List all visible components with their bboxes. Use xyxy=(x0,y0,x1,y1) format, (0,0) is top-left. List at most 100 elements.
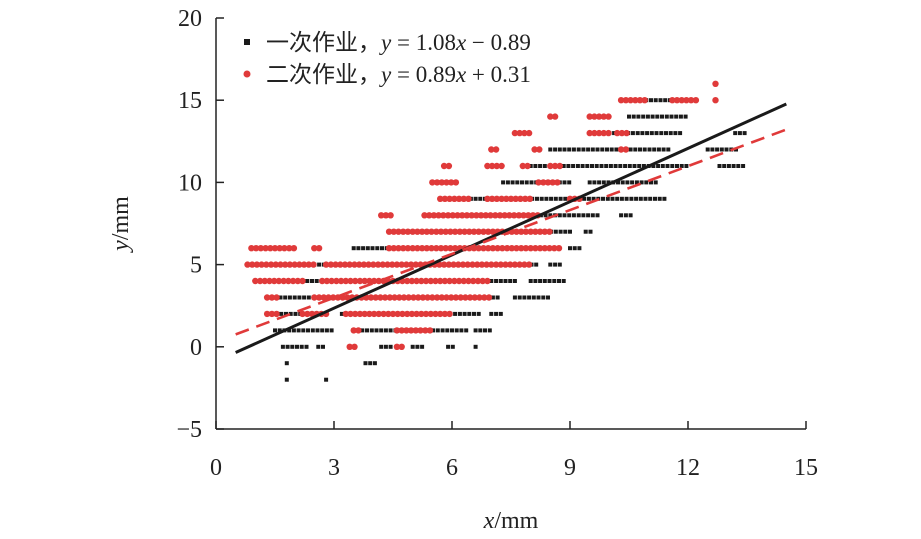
data-point xyxy=(645,114,650,119)
x-tick-label: 12 xyxy=(676,455,700,481)
data-point xyxy=(479,277,486,285)
data-point xyxy=(567,213,572,218)
data-point xyxy=(599,164,604,168)
data-point xyxy=(628,147,633,152)
data-point xyxy=(501,212,508,219)
data-point xyxy=(385,228,393,235)
data-point xyxy=(624,196,629,201)
data-point xyxy=(546,245,553,252)
data-point xyxy=(379,328,384,333)
data-point xyxy=(521,129,528,137)
data-point xyxy=(619,213,624,218)
data-point xyxy=(535,196,539,201)
y-axis-title: y/mm xyxy=(108,196,134,253)
data-point xyxy=(449,212,456,219)
data-point xyxy=(484,277,491,285)
data-point xyxy=(480,228,487,235)
data-point xyxy=(525,129,533,137)
data-point xyxy=(476,294,483,301)
data-point xyxy=(299,277,306,285)
data-point xyxy=(496,212,504,219)
data-point xyxy=(712,80,719,88)
data-point xyxy=(280,277,287,285)
data-point xyxy=(678,114,683,119)
data-point xyxy=(324,328,329,333)
data-point xyxy=(286,261,294,268)
data-point xyxy=(547,162,554,170)
data-point xyxy=(404,277,411,285)
data-point xyxy=(440,261,448,268)
data-point xyxy=(412,327,419,334)
data-point xyxy=(398,343,405,350)
data-point xyxy=(526,195,534,202)
data-point xyxy=(506,212,513,219)
data-point xyxy=(498,311,503,316)
data-point xyxy=(562,213,567,218)
x-tick-label: 15 xyxy=(794,455,818,481)
data-point xyxy=(443,179,450,186)
data-point xyxy=(386,294,394,301)
data-point xyxy=(454,212,461,219)
data-point xyxy=(440,212,447,219)
x-tick-label: 9 xyxy=(564,455,576,481)
data-point xyxy=(669,114,674,119)
data-point xyxy=(429,179,436,186)
data-point xyxy=(629,196,634,201)
data-point xyxy=(426,212,433,219)
data-point xyxy=(273,310,280,318)
data-point xyxy=(451,228,459,235)
data-point xyxy=(285,277,292,285)
data-point xyxy=(438,294,445,301)
data-point xyxy=(507,195,515,202)
data-point xyxy=(528,279,533,283)
data-point xyxy=(483,328,487,333)
data-point xyxy=(498,195,505,202)
data-point xyxy=(499,245,506,252)
data-point xyxy=(742,131,747,136)
data-point xyxy=(466,294,474,301)
data-point xyxy=(452,179,460,186)
data-point xyxy=(356,310,364,318)
data-point xyxy=(546,228,553,235)
data-point xyxy=(432,310,439,318)
data-point xyxy=(328,277,335,285)
data-point xyxy=(451,195,458,202)
data-point xyxy=(263,261,270,268)
data-point xyxy=(365,328,369,333)
data-point xyxy=(513,245,520,252)
data-point xyxy=(660,164,665,168)
data-point xyxy=(643,196,648,201)
data-point xyxy=(557,279,561,283)
data-point xyxy=(248,245,255,252)
data-point xyxy=(383,328,388,333)
data-point xyxy=(487,212,494,219)
data-point xyxy=(400,294,408,301)
data-point xyxy=(422,277,430,285)
data-point xyxy=(627,164,632,168)
data-point xyxy=(382,212,390,219)
data-point xyxy=(631,114,636,119)
data-point xyxy=(632,164,637,168)
data-point xyxy=(473,328,478,333)
data-point xyxy=(394,310,401,318)
data-point xyxy=(484,195,491,202)
data-point xyxy=(503,245,511,252)
data-point xyxy=(657,196,662,201)
data-point xyxy=(346,343,353,350)
legend: 一次作业，y = 1.08x − 0.89 二次作业，y = 0.89x + 0.… xyxy=(243,30,531,88)
data-point xyxy=(512,279,517,283)
data-point xyxy=(546,295,550,300)
data-point xyxy=(361,246,366,251)
data-point xyxy=(390,245,397,252)
data-point xyxy=(553,147,558,152)
data-point xyxy=(563,196,568,201)
data-point xyxy=(619,196,624,201)
data-point xyxy=(433,245,440,252)
data-point xyxy=(395,245,402,252)
data-point xyxy=(617,97,625,104)
data-point xyxy=(635,131,640,136)
data-point xyxy=(601,180,606,185)
data-point xyxy=(284,361,289,366)
data-point xyxy=(488,261,495,268)
y-tick-label: 5 xyxy=(190,253,202,279)
